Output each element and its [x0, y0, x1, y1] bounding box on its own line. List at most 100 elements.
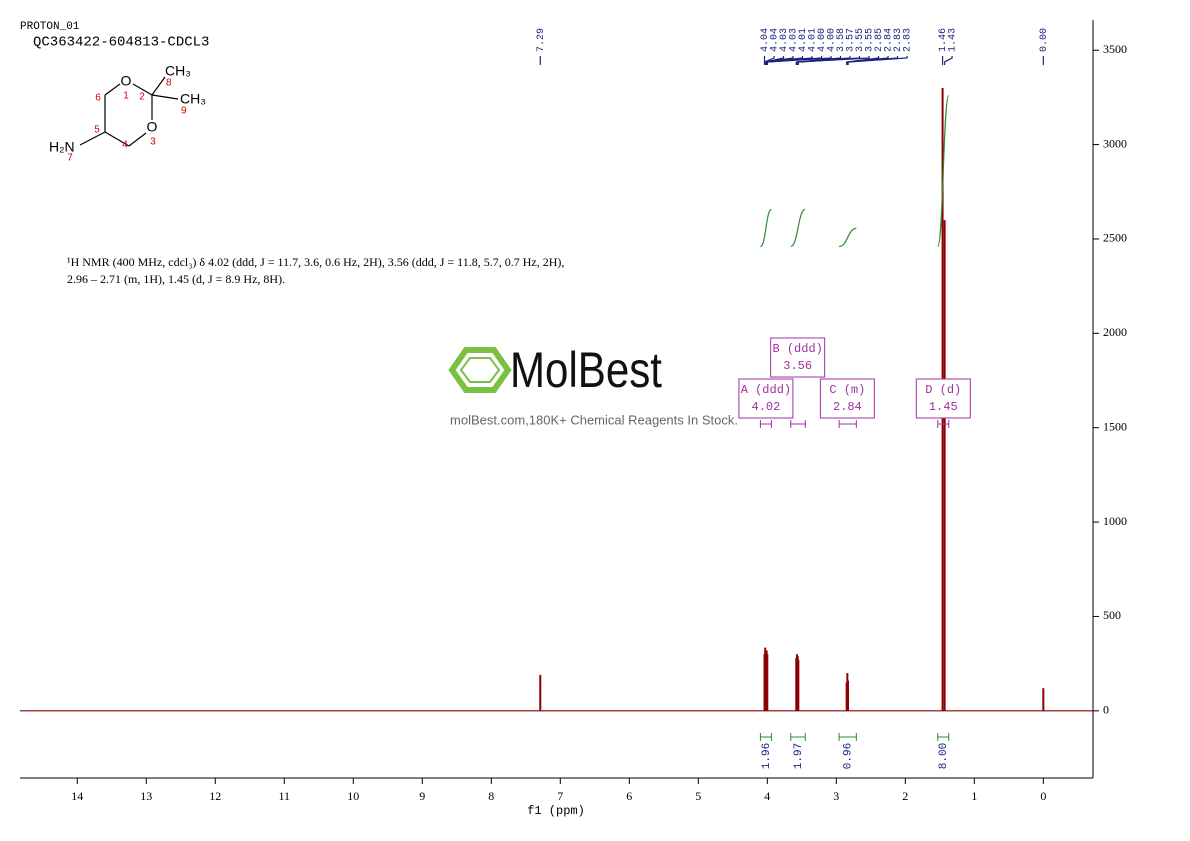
peak-label: 4.01 — [798, 28, 809, 52]
multiplet-range — [937, 420, 950, 428]
atom-label: O — [121, 73, 132, 89]
integral-range — [937, 733, 950, 741]
peak-label: 4.01 — [808, 28, 819, 52]
peak-label: 2.83 — [903, 28, 914, 52]
integral-label: 1.96 — [761, 743, 773, 769]
multiplet-shift: 3.56 — [783, 359, 812, 373]
atom-number: 7 — [67, 153, 73, 164]
atom-number: 1 — [123, 91, 129, 102]
x-axis-label: f1 (ppm) — [527, 804, 585, 818]
multiplet-shift: 1.45 — [929, 400, 958, 414]
integral-label: 8.00 — [938, 743, 950, 769]
tagline: molBest.com,180K+ Chemical Reagents In S… — [450, 412, 738, 427]
x-tick-label: 5 — [695, 789, 701, 803]
peak-label: 3.57 — [846, 28, 857, 52]
logo-icon — [459, 357, 501, 383]
multiplet-label: D (d) — [925, 383, 961, 397]
multiplet-box — [915, 378, 971, 419]
peak-label: 3.55 — [855, 28, 866, 52]
x-tick-label: 0 — [1040, 789, 1046, 803]
peak-label: 4.03 — [789, 28, 800, 52]
peak-label: 4.00 — [827, 28, 838, 52]
atom-number: 4 — [122, 140, 128, 151]
atom-label: CH₃ — [180, 91, 206, 107]
integral-label: 1.97 — [793, 743, 805, 769]
atom-label: O — [147, 119, 158, 135]
y-tick-label: 0 — [1103, 703, 1109, 717]
nmr-description: 2.96 – 2.71 (m, 1H), 1.45 (d, J = 8.9 Hz… — [67, 272, 285, 286]
peak-label-leader — [944, 56, 953, 65]
peak-label: 2.84 — [884, 28, 895, 52]
multiplet-shift: 2.84 — [833, 400, 862, 414]
multiplet-label: C (m) — [829, 383, 865, 397]
x-tick-label: 3 — [833, 789, 839, 803]
peak-label-leader — [763, 56, 775, 65]
multiplet-range — [790, 420, 806, 428]
experiment-name: PROTON_01 — [20, 21, 80, 33]
multiplet-box — [819, 378, 875, 419]
peak-label: 7.29 — [536, 28, 547, 52]
structure — [79, 76, 179, 147]
peak-label: 1.46 — [938, 28, 949, 52]
peak-label: 4.04 — [760, 28, 771, 52]
peak-label: 2.83 — [893, 28, 904, 52]
multiplet-range — [838, 420, 857, 428]
x-tick-label: 2 — [902, 789, 908, 803]
atom-label: CH₃ — [165, 63, 191, 79]
logo-text: MolBest — [510, 342, 662, 398]
integral-curve — [759, 208, 773, 248]
integral-curve — [838, 227, 857, 248]
atom-number: 3 — [150, 137, 156, 148]
peak-label-leader — [766, 56, 832, 65]
integral-range — [838, 733, 857, 741]
atom-number: 9 — [181, 106, 187, 117]
peak-label: 2.85 — [874, 28, 885, 52]
x-tick-label: 14 — [71, 789, 83, 803]
peak-label: 1.43 — [948, 28, 959, 52]
peak-label-leader — [764, 56, 794, 65]
x-tick-label: 10 — [347, 789, 359, 803]
y-tick-label: 3500 — [1103, 42, 1127, 56]
multiplet-range — [759, 420, 772, 428]
y-tick-label: 1500 — [1103, 419, 1127, 433]
peak-label: 4.00 — [817, 28, 828, 52]
x-tick-label: 1 — [971, 789, 977, 803]
y-tick-label: 2500 — [1103, 231, 1127, 245]
y-tick-label: 500 — [1103, 608, 1121, 622]
integral-curve — [937, 94, 950, 248]
peak-label: 3.55 — [865, 28, 876, 52]
x-tick-label: 8 — [488, 789, 494, 803]
integral-curve — [790, 208, 806, 248]
peak-label: 0.00 — [1039, 28, 1050, 52]
sample-id: QC363422-604813-CDCL3 — [33, 35, 209, 51]
peak-label: 4.04 — [770, 28, 781, 52]
peak-label-leader — [847, 56, 908, 65]
x-tick-label: 4 — [764, 789, 770, 803]
peak-label-leader — [797, 56, 870, 65]
logo-icon — [448, 347, 512, 393]
x-tick-label: 13 — [140, 789, 152, 803]
multiplet-box — [770, 337, 826, 378]
x-tick-label: 11 — [279, 789, 291, 803]
x-tick-label: 7 — [557, 789, 563, 803]
atom-number: 6 — [95, 93, 101, 104]
multiplet-shift: 4.02 — [752, 400, 781, 414]
y-tick-label: 3000 — [1103, 136, 1127, 150]
integral-label: 0.96 — [843, 743, 855, 769]
x-tick-label: 6 — [626, 789, 632, 803]
y-tick-label: 1000 — [1103, 514, 1127, 528]
multiplet-label: A (ddd) — [741, 383, 791, 397]
atom-number: 5 — [94, 125, 100, 136]
integral-range — [790, 733, 806, 741]
y-tick-label: 2000 — [1103, 325, 1127, 339]
multiplet-box — [738, 378, 794, 419]
atom-label: H₂N — [49, 139, 75, 155]
structure-labels: O 1 6 2 CH₃ 8 CH₃ 9 5 O 3 4 H₂N 7 — [49, 63, 206, 164]
peak-label: 3.58 — [836, 28, 847, 52]
atom-number: 2 — [139, 92, 145, 103]
multiplet-label: B (ddd) — [772, 342, 822, 356]
atom-number: 8 — [166, 78, 172, 89]
nmr-description: ¹H NMR (400 MHz, cdcl₃) δ 4.02 (ddd, J =… — [67, 255, 564, 269]
